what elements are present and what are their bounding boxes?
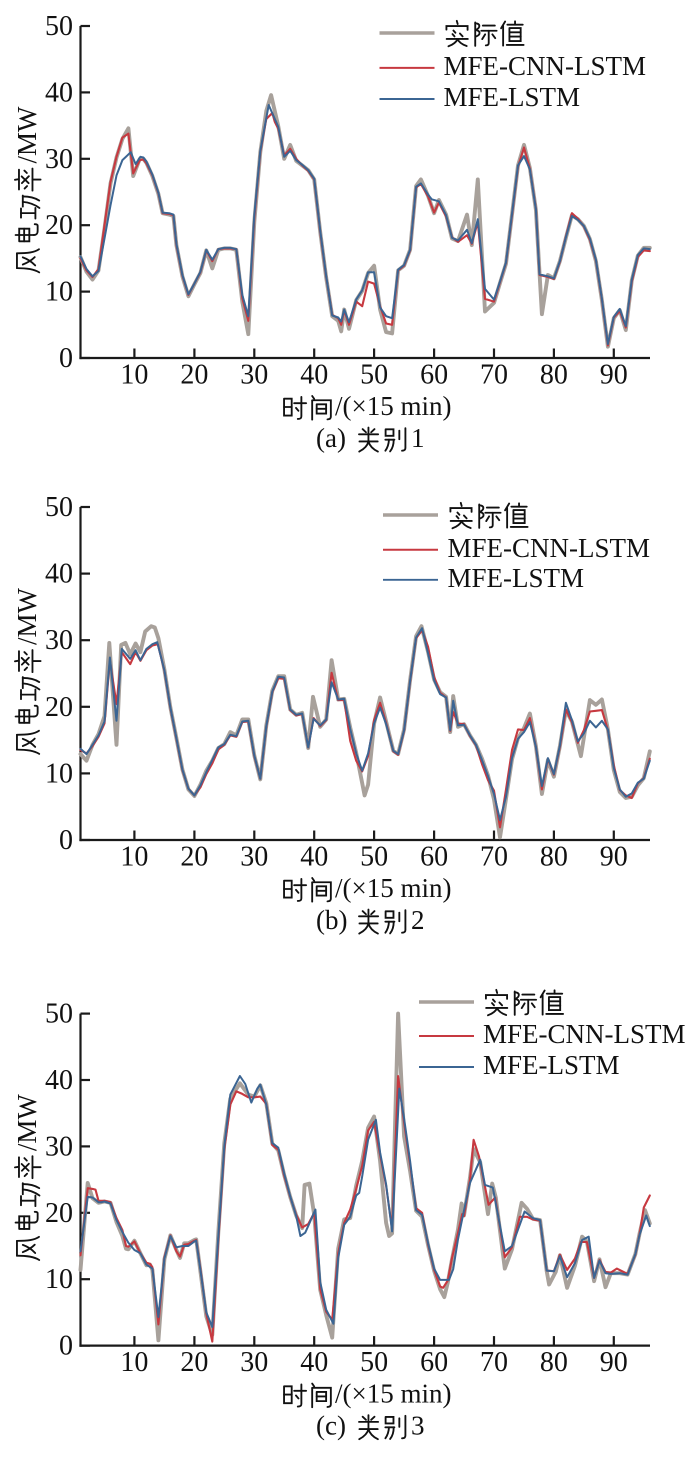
svg-text:MFE-CNN-LSTM: MFE-CNN-LSTM — [483, 1019, 686, 1049]
svg-text:10: 10 — [120, 1347, 148, 1378]
svg-text:(a): (a) — [316, 423, 346, 453]
svg-text:50: 50 — [360, 360, 388, 391]
svg-text:MFE-LSTM: MFE-LSTM — [444, 82, 581, 112]
svg-text:80: 80 — [540, 360, 568, 391]
svg-text:10: 10 — [45, 1264, 73, 1295]
svg-text:30: 30 — [240, 360, 268, 391]
svg-text:(c): (c) — [316, 1411, 346, 1441]
svg-text:30: 30 — [240, 842, 268, 873]
svg-text:10: 10 — [45, 277, 73, 308]
svg-text:30: 30 — [240, 1347, 268, 1378]
svg-text:20: 20 — [45, 1198, 73, 1229]
svg-text:0: 0 — [59, 1331, 73, 1362]
svg-text:30: 30 — [45, 144, 73, 175]
svg-text:MFE-CNN-LSTM: MFE-CNN-LSTM — [444, 51, 647, 81]
svg-text:MFE-LSTM: MFE-LSTM — [448, 563, 585, 593]
svg-text:60: 60 — [420, 360, 448, 391]
svg-text:/MW: /MW — [12, 587, 42, 645]
svg-text:0: 0 — [59, 825, 73, 856]
svg-text:3: 3 — [411, 1411, 425, 1441]
svg-text:20: 20 — [180, 1347, 208, 1378]
svg-text:70: 70 — [480, 360, 508, 391]
svg-text:40: 40 — [300, 360, 328, 391]
svg-text:1: 1 — [411, 423, 425, 453]
svg-text:40: 40 — [45, 1065, 73, 1096]
svg-text:20: 20 — [180, 842, 208, 873]
svg-text:40: 40 — [300, 842, 328, 873]
svg-text:50: 50 — [45, 11, 73, 42]
svg-text:30: 30 — [45, 1131, 73, 1162]
svg-text:80: 80 — [540, 842, 568, 873]
svg-text:/(×15 min): /(×15 min) — [335, 391, 451, 421]
svg-text:0: 0 — [59, 343, 73, 374]
svg-text:/MW: /MW — [12, 106, 42, 164]
svg-text:50: 50 — [45, 999, 73, 1030]
svg-text:80: 80 — [540, 1347, 568, 1378]
svg-text:40: 40 — [45, 77, 73, 108]
svg-text:70: 70 — [480, 1347, 508, 1378]
svg-text:40: 40 — [300, 1347, 328, 1378]
svg-text:30: 30 — [45, 625, 73, 656]
svg-text:20: 20 — [45, 210, 73, 241]
svg-text:50: 50 — [45, 492, 73, 523]
svg-text:20: 20 — [180, 360, 208, 391]
svg-text:MFE-LSTM: MFE-LSTM — [483, 1050, 620, 1080]
svg-text:50: 50 — [360, 1347, 388, 1378]
svg-text:(b): (b) — [316, 905, 347, 935]
svg-text:2: 2 — [411, 905, 425, 935]
svg-text:/(×15 min): /(×15 min) — [335, 1379, 451, 1409]
svg-text:90: 90 — [600, 1347, 628, 1378]
svg-text:10: 10 — [120, 360, 148, 391]
svg-text:60: 60 — [420, 842, 448, 873]
svg-text:/(×15 min): /(×15 min) — [335, 873, 451, 903]
svg-text:10: 10 — [45, 758, 73, 789]
svg-text:MFE-CNN-LSTM: MFE-CNN-LSTM — [448, 533, 651, 563]
svg-text:40: 40 — [45, 559, 73, 590]
svg-text:10: 10 — [120, 842, 148, 873]
svg-text:50: 50 — [360, 842, 388, 873]
svg-text:/MW: /MW — [12, 1094, 42, 1152]
svg-text:90: 90 — [600, 360, 628, 391]
svg-text:70: 70 — [480, 842, 508, 873]
svg-text:20: 20 — [45, 692, 73, 723]
svg-text:90: 90 — [600, 842, 628, 873]
svg-text:60: 60 — [420, 1347, 448, 1378]
